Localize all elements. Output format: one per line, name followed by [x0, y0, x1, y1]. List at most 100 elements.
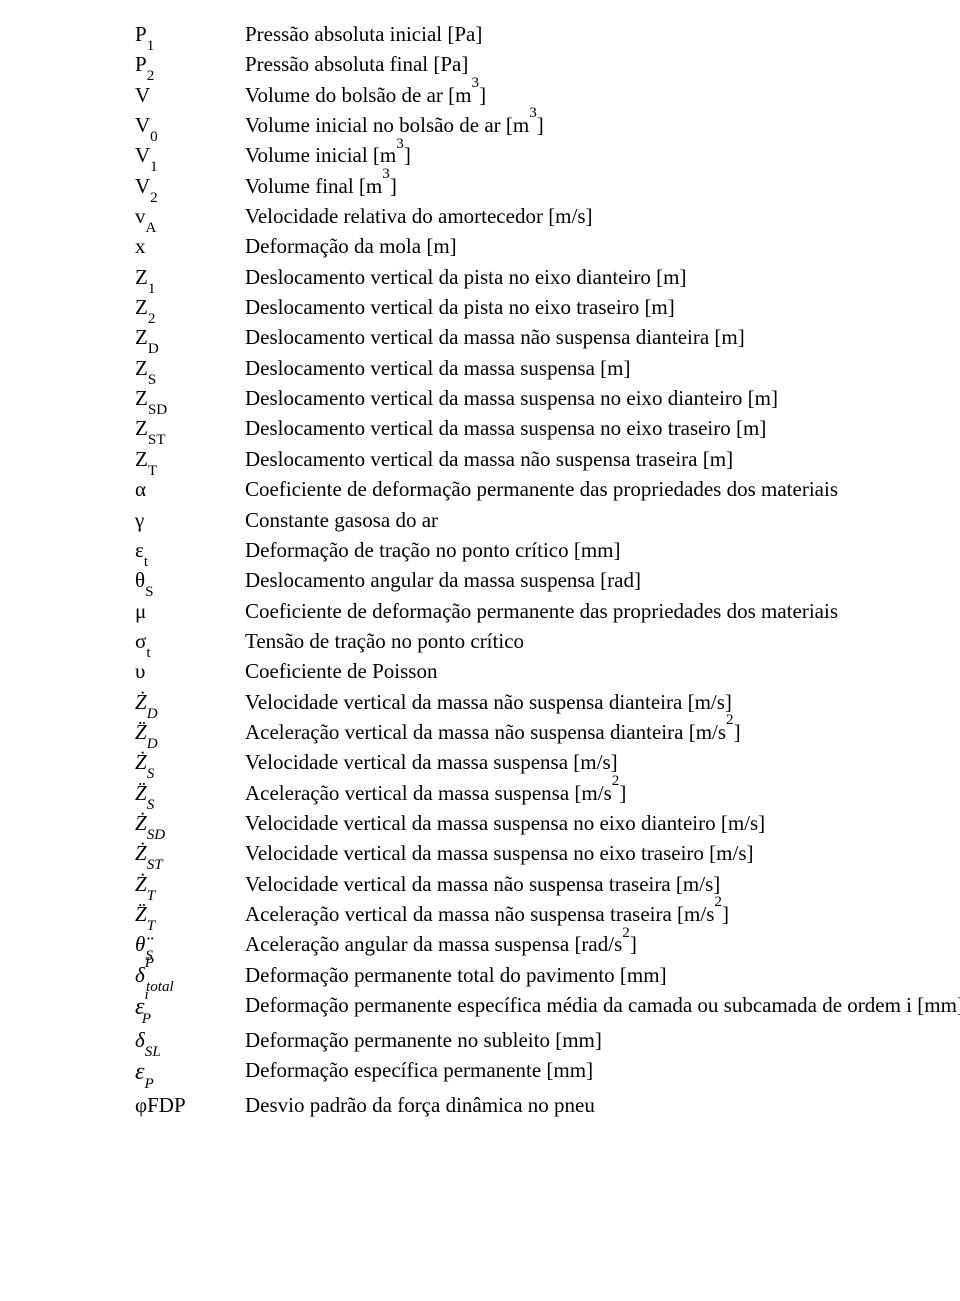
description-cell: Tensão de tração no ponto crítico	[245, 627, 960, 655]
description-cell: Aceleração vertical da massa não suspens…	[245, 718, 960, 746]
description-cell: Deslocamento vertical da pista no eixo t…	[245, 293, 960, 321]
symbol-cell: ZST	[135, 839, 245, 867]
nomenclature-row: ZSAceleração vertical da massa suspensa …	[135, 779, 960, 807]
symbol-cell: ZSD	[135, 384, 245, 412]
symbol-cell: ZS	[135, 779, 245, 807]
description-cell: Volume inicial no bolsão de ar [m3]	[245, 111, 960, 139]
description-cell: Coeficiente de Poisson	[245, 657, 960, 685]
symbol-cell: ZSD	[135, 809, 245, 837]
symbol-cell: δPtotal	[135, 961, 245, 989]
nomenclature-row: V0Volume inicial no bolsão de ar [m3]	[135, 111, 960, 139]
symbol-cell: εiP	[135, 991, 245, 1024]
symbol-cell: Z1	[135, 263, 245, 291]
symbol-cell: δSL	[135, 1026, 245, 1054]
description-cell: Velocidade vertical da massa suspensa no…	[245, 839, 960, 867]
symbol-cell: ZD	[135, 688, 245, 716]
nomenclature-row: ZTVelocidade vertical da massa não suspe…	[135, 870, 960, 898]
description-cell: Velocidade vertical da massa suspensa [m…	[245, 748, 960, 776]
description-cell: Aceleração vertical da massa suspensa [m…	[245, 779, 960, 807]
nomenclature-row: εPDeformação específica permanente [mm]	[135, 1056, 960, 1089]
nomenclature-row: ZSDeslocamento vertical da massa suspens…	[135, 354, 960, 382]
nomenclature-row: ZSDVelocidade vertical da massa suspensa…	[135, 809, 960, 837]
symbol-cell: V1	[135, 141, 245, 169]
symbol-cell: σt	[135, 627, 245, 655]
nomenclature-row: ZSTVelocidade vertical da massa suspensa…	[135, 839, 960, 867]
symbol-cell: ZD	[135, 718, 245, 746]
nomenclature-row: ZDDeslocamento vertical da massa não sus…	[135, 323, 960, 351]
description-cell: Aceleração vertical da massa não suspens…	[245, 900, 960, 928]
nomenclature-row: Z1Deslocamento vertical da pista no eixo…	[135, 263, 960, 291]
nomenclature-row: Z2Deslocamento vertical da pista no eixo…	[135, 293, 960, 321]
symbol-cell: Z2	[135, 293, 245, 321]
description-cell: Deformação permanente específica média d…	[245, 991, 960, 1019]
symbol-cell: ZD	[135, 323, 245, 351]
symbol-cell: V0	[135, 111, 245, 139]
description-cell: Pressão absoluta final [Pa]	[245, 50, 960, 78]
nomenclature-row: ZTDeslocamento vertical da massa não sus…	[135, 445, 960, 473]
symbol-cell: x	[135, 232, 245, 260]
symbol-cell: α	[135, 475, 245, 503]
nomenclature-row: θSDeslocamento angular da massa suspensa…	[135, 566, 960, 594]
nomenclature-row: εiPDeformação permanente específica médi…	[135, 991, 960, 1024]
description-cell: Desvio padrão da força dinâmica no pneu	[245, 1091, 960, 1119]
description-cell: Deslocamento vertical da massa suspensa …	[245, 354, 960, 382]
nomenclature-row: ZSDDeslocamento vertical da massa suspen…	[135, 384, 960, 412]
description-cell: Deformação específica permanente [mm]	[245, 1056, 960, 1084]
description-cell: Velocidade vertical da massa suspensa no…	[245, 809, 960, 837]
nomenclature-row: υCoeficiente de Poisson	[135, 657, 960, 685]
nomenclature-row: ZSTDeslocamento vertical da massa suspen…	[135, 414, 960, 442]
nomenclature-row: VVolume do bolsão de ar [m3]	[135, 81, 960, 109]
symbol-cell: vA	[135, 202, 245, 230]
symbol-cell: υ	[135, 657, 245, 685]
description-cell: Coeficiente de deformação permanente das…	[245, 597, 960, 625]
description-cell: Deslocamento vertical da pista no eixo d…	[245, 263, 960, 291]
description-cell: Deslocamento vertical da massa não suspe…	[245, 323, 960, 351]
description-cell: Deslocamento angular da massa suspensa […	[245, 566, 960, 594]
description-cell: Volume inicial [m3]	[245, 141, 960, 169]
nomenclature-row: μCoeficiente de deformação permanente da…	[135, 597, 960, 625]
description-cell: Deformação permanente no subleito [mm]	[245, 1026, 960, 1054]
nomenclature-list: P1Pressão absoluta inicial [Pa]P2Pressão…	[135, 20, 960, 1119]
symbol-cell: ZS	[135, 354, 245, 382]
nomenclature-row: γConstante gasosa do ar	[135, 506, 960, 534]
description-cell: Velocidade relativa do amortecedor [m/s]	[245, 202, 960, 230]
nomenclature-row: φFDPDesvio padrão da força dinâmica no p…	[135, 1091, 960, 1119]
description-cell: Coeficiente de deformação permanente das…	[245, 475, 960, 503]
nomenclature-row: V1Volume inicial [m3]	[135, 141, 960, 169]
symbol-cell: θS	[135, 566, 245, 594]
symbol-cell: ZT	[135, 870, 245, 898]
symbol-cell: P2	[135, 50, 245, 78]
symbol-cell: εt	[135, 536, 245, 564]
symbol-cell: ZS	[135, 748, 245, 776]
symbol-cell: μ	[135, 597, 245, 625]
description-cell: Pressão absoluta inicial [Pa]	[245, 20, 960, 48]
nomenclature-row: ZTAceleração vertical da massa não suspe…	[135, 900, 960, 928]
description-cell: Deformação permanente total do pavimento…	[245, 961, 960, 989]
nomenclature-row: P1Pressão absoluta inicial [Pa]	[135, 20, 960, 48]
symbol-cell: εP	[135, 1056, 245, 1089]
nomenclature-row: δPtotalDeformação permanente total do pa…	[135, 961, 960, 989]
symbol-cell: φFDP	[135, 1091, 245, 1119]
nomenclature-row: εtDeformação de tração no ponto crítico …	[135, 536, 960, 564]
description-cell: Volume final [m3]	[245, 172, 960, 200]
nomenclature-row: αCoeficiente de deformação permanente da…	[135, 475, 960, 503]
symbol-cell: ZST	[135, 414, 245, 442]
nomenclature-row: σtTensão de tração no ponto crítico	[135, 627, 960, 655]
nomenclature-row: ZDAceleração vertical da massa não suspe…	[135, 718, 960, 746]
nomenclature-row: θSAceleração angular da massa suspensa […	[135, 930, 960, 958]
nomenclature-row: P2Pressão absoluta final [Pa]	[135, 50, 960, 78]
description-cell: Deformação da mola [m]	[245, 232, 960, 260]
description-cell: Deslocamento vertical da massa suspensa …	[245, 414, 960, 442]
description-cell: Deslocamento vertical da massa não suspe…	[245, 445, 960, 473]
nomenclature-row: xDeformação da mola [m]	[135, 232, 960, 260]
symbol-cell: γ	[135, 506, 245, 534]
description-cell: Deformação de tração no ponto crítico [m…	[245, 536, 960, 564]
symbol-cell: P1	[135, 20, 245, 48]
nomenclature-row: ZDVelocidade vertical da massa não suspe…	[135, 688, 960, 716]
nomenclature-row: ZSVelocidade vertical da massa suspensa …	[135, 748, 960, 776]
symbol-cell: V2	[135, 172, 245, 200]
description-cell: Deslocamento vertical da massa suspensa …	[245, 384, 960, 412]
description-cell: Constante gasosa do ar	[245, 506, 960, 534]
nomenclature-row: vAVelocidade relativa do amortecedor [m/…	[135, 202, 960, 230]
description-cell: Aceleração angular da massa suspensa [ra…	[245, 930, 960, 958]
